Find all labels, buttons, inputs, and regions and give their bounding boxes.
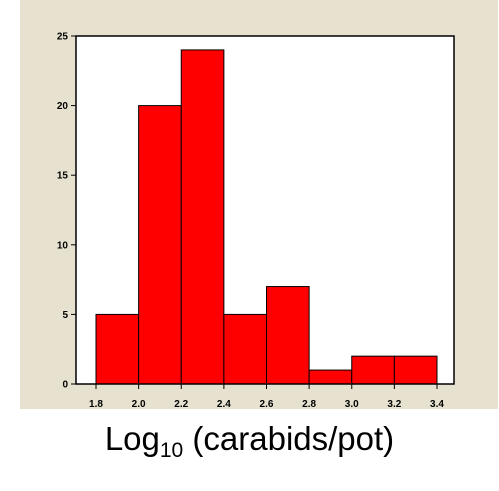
x-axis-label-main: Log <box>104 420 160 457</box>
bar-0 <box>95 313 140 385</box>
x-tick-label-2: 2.2 <box>174 399 188 409</box>
x-tick-label-6: 3.0 <box>345 399 359 409</box>
bar-4 <box>266 286 310 385</box>
x-tick-label-0: 1.8 <box>89 399 103 409</box>
bar-5 <box>308 369 353 385</box>
x-tick-label-4: 2.6 <box>260 399 274 409</box>
bar-2 <box>180 49 225 385</box>
plot-frame <box>75 35 455 385</box>
chart-panel: 0 5 10 15 20 25 1.8 2.0 2.2 2.4 2.6 2.8 3.0 3.2 3.4 <box>20 0 498 409</box>
y-tick-label-1: 5 <box>62 310 68 321</box>
x-tick-label-3: 2.4 <box>217 399 231 409</box>
x-tick-label-7: 3.2 <box>387 399 401 409</box>
x-tick-label-5: 2.8 <box>302 399 316 409</box>
x-axis-label: Log10 (carabids/pot) <box>0 420 499 461</box>
bar-1 <box>138 105 182 385</box>
y-tick-label-5: 25 <box>57 32 69 43</box>
y-tick-label-3: 15 <box>57 171 69 182</box>
bar-7 <box>393 355 438 385</box>
x-tick-label-8: 3.4 <box>430 399 444 409</box>
histogram-chart: 0 5 10 15 20 25 1.8 2.0 2.2 2.4 2.6 2.8 3.0 3.2 3.4 <box>20 0 498 409</box>
x-tick-label-1: 2.0 <box>132 399 146 409</box>
bar-3 <box>223 313 267 385</box>
y-tick-label-4: 20 <box>57 101 69 112</box>
x-axis-label-subscript: 10 <box>159 439 184 462</box>
bar-6 <box>351 355 395 385</box>
x-axis-label-rest: (carabids/pot) <box>183 420 395 457</box>
y-tick-label-2: 10 <box>57 240 69 251</box>
y-tick-label-0: 0 <box>62 380 68 391</box>
